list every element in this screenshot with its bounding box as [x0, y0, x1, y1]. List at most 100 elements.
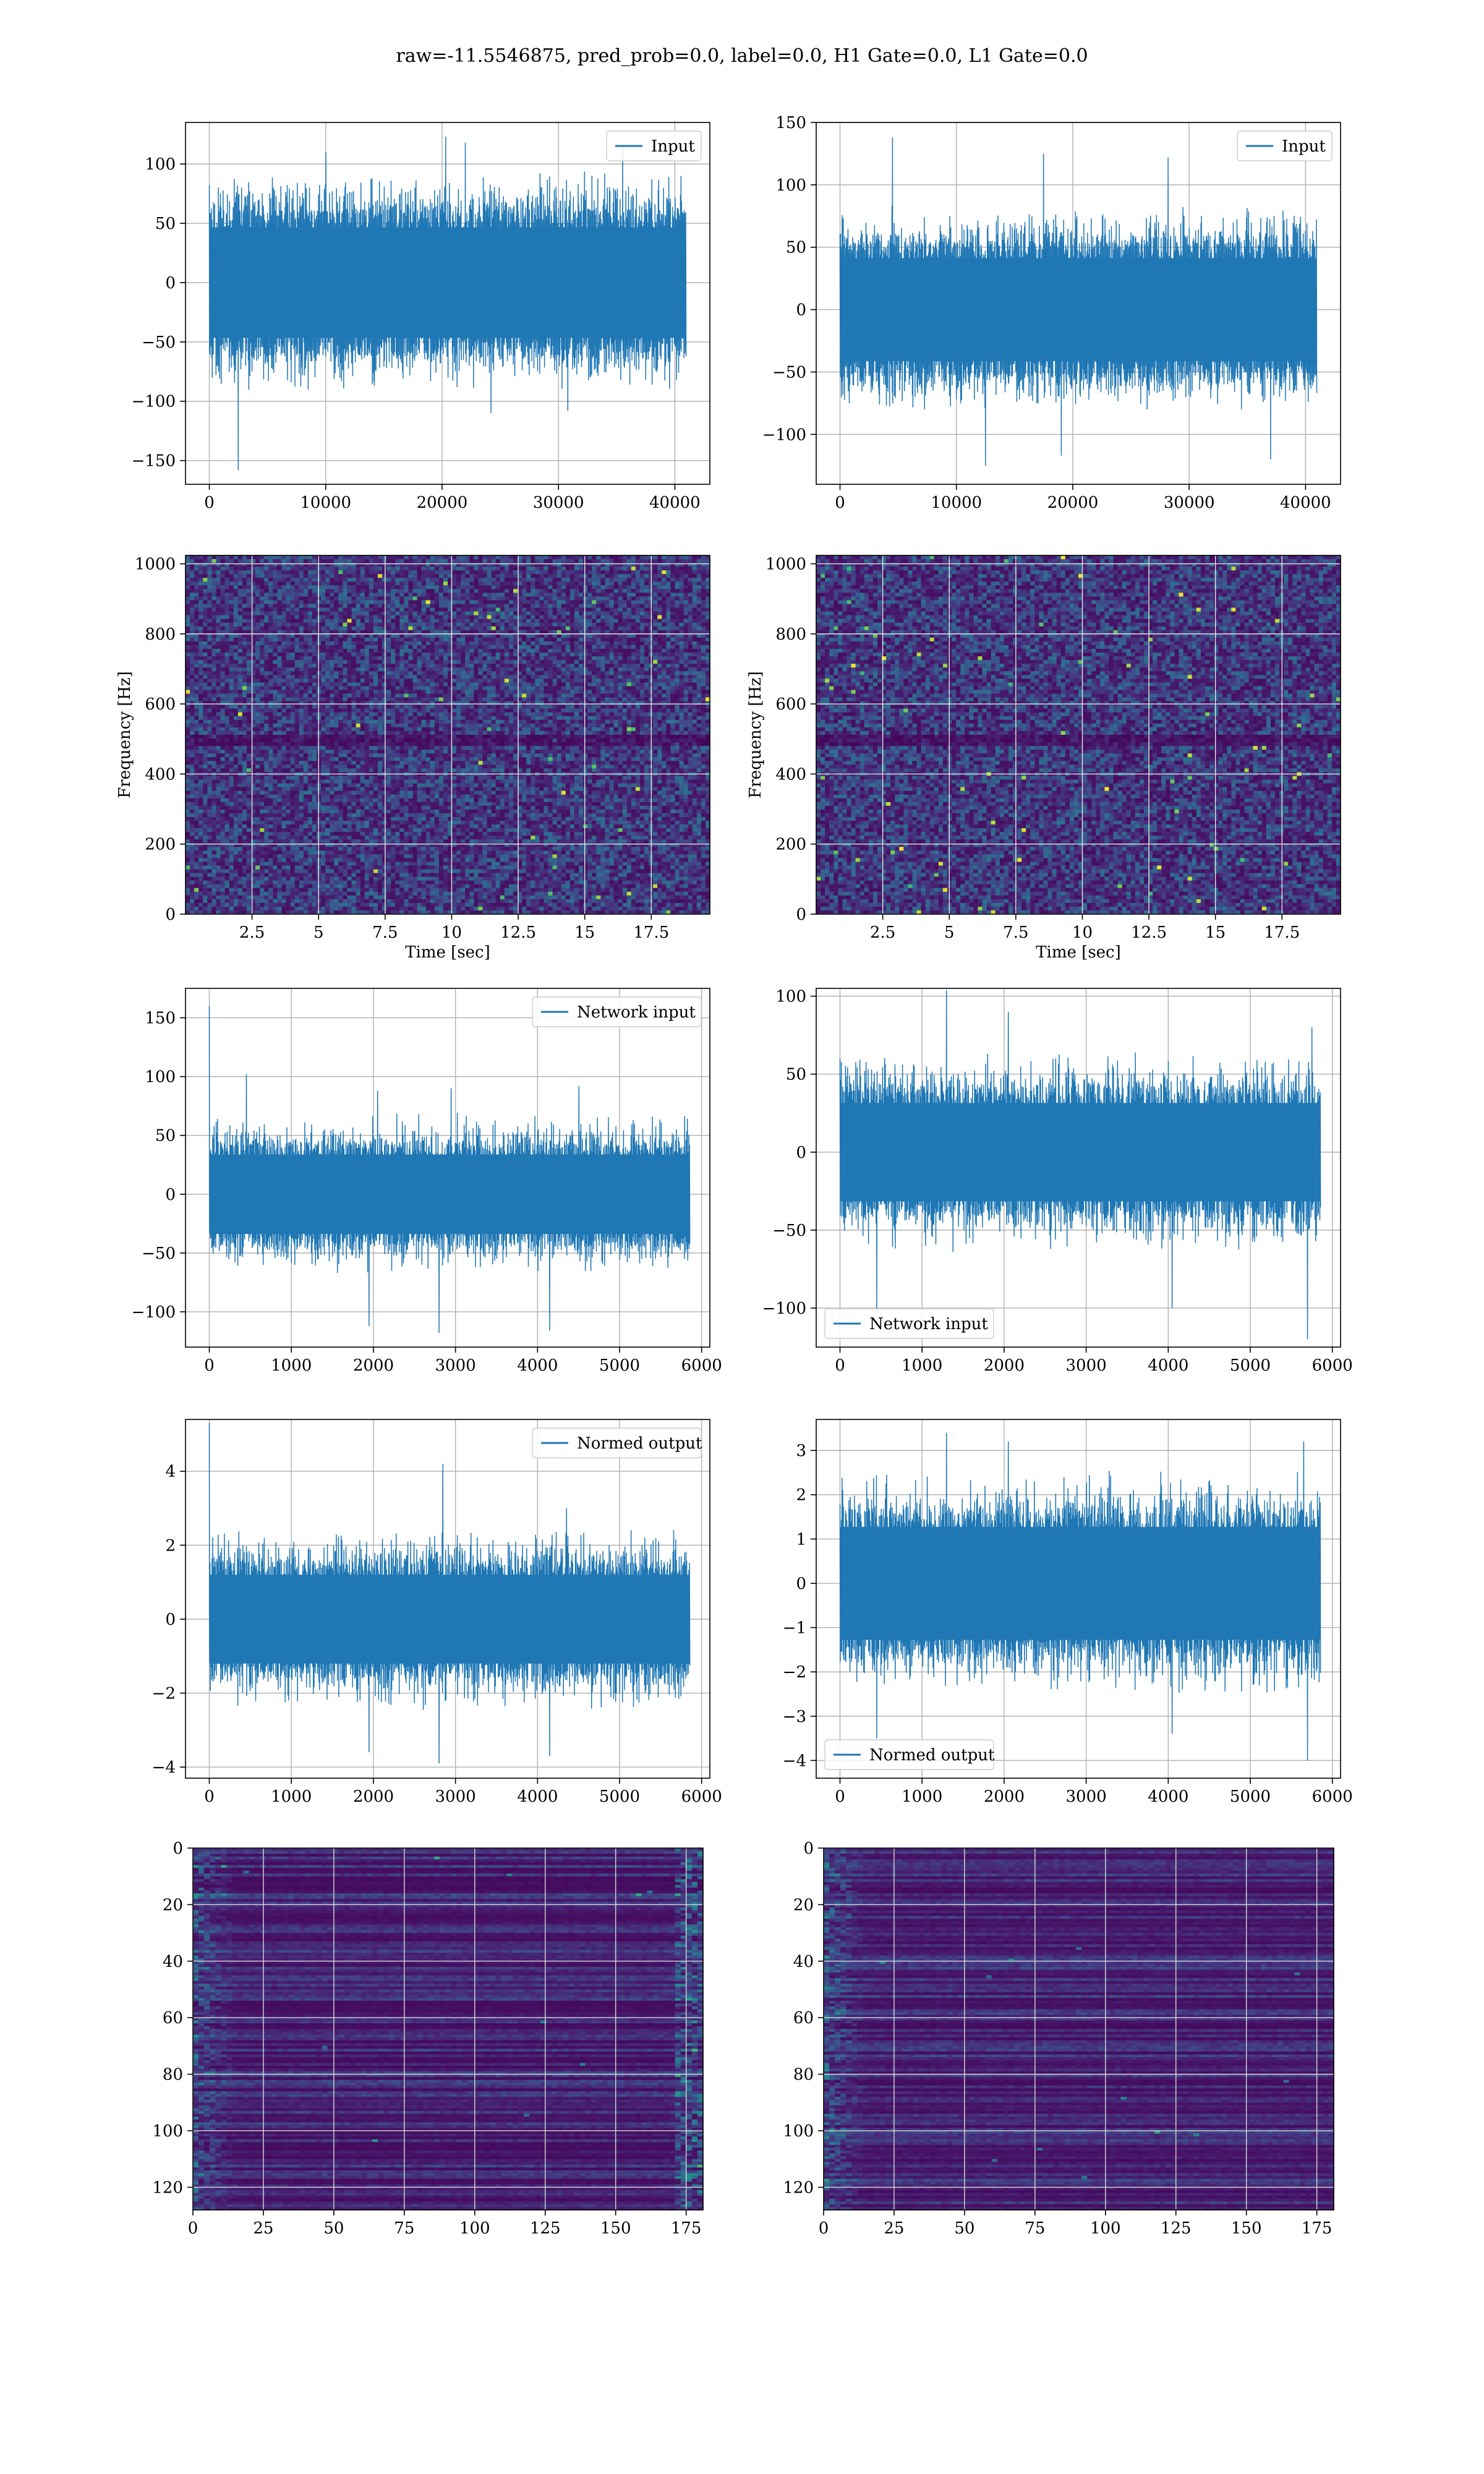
y-tick-label: −50 [772, 363, 806, 382]
x-tick-label: 1000 [902, 1787, 942, 1806]
x-tick-label: 5000 [1230, 1356, 1271, 1375]
y-tick-label: −50 [142, 1244, 176, 1263]
y-tick-label: −50 [772, 1222, 806, 1240]
y-tick-label: 50 [155, 215, 176, 233]
y-tick-label: 0 [165, 1186, 176, 1204]
series-dense-band [840, 1527, 1320, 1640]
y-tick-label: −100 [132, 1303, 176, 1322]
x-tick-label: 10000 [931, 494, 982, 512]
y-tick-label: 50 [786, 239, 806, 257]
x-tick-label: 1000 [271, 1356, 312, 1375]
legend: Input [1237, 131, 1332, 161]
x-tick-label: 4000 [1148, 1787, 1188, 1806]
x-tick-label: 10 [441, 923, 462, 942]
x-tick-label: 12.5 [1131, 923, 1167, 942]
y-axis-label: Frequency [Hz] [746, 671, 765, 798]
y-tick-label: −50 [142, 333, 176, 352]
y-tick-label: 3 [796, 1442, 806, 1460]
x-tick-label: 6000 [1312, 1356, 1353, 1375]
x-tick-label: 125 [1161, 2219, 1192, 2238]
x-tick-label: 0 [835, 1787, 845, 1806]
y-tick-label: −4 [783, 1752, 806, 1770]
y-tick-label: 200 [145, 836, 176, 854]
x-tick-label: 0 [204, 1787, 215, 1806]
x-tick-label: 2000 [353, 1787, 394, 1806]
x-tick-label: 6000 [681, 1787, 722, 1806]
feature-map-cells [193, 1848, 704, 2211]
x-tick-label: 100 [459, 2219, 490, 2238]
legend-label: Network input [577, 1003, 696, 1022]
y-tick-label: 80 [163, 2066, 183, 2084]
subplot-spectrogram-l1: 2.5 5 7.5 10 12.5 15 17.502004006008001000Time… [746, 555, 1341, 962]
y-tick-label: 800 [145, 625, 176, 644]
x-tick-label: 5000 [599, 1356, 640, 1375]
legend-label: Input [651, 137, 695, 156]
x-tick-label: 1000 [271, 1787, 312, 1806]
y-tick-label: 2 [796, 1486, 806, 1505]
y-tick-label: 20 [793, 1896, 814, 1914]
x-tick-label: 5 [313, 923, 324, 942]
y-tick-label: 400 [145, 765, 176, 784]
legend-label: Network input [869, 1315, 988, 1333]
x-tick-label: 10000 [300, 494, 351, 512]
y-tick-label: 200 [775, 836, 806, 854]
y-tick-label: 120 [783, 2178, 814, 2197]
x-tick-label: 3000 [435, 1356, 476, 1375]
y-tick-label: 100 [152, 2122, 183, 2141]
x-tick-label: 3000 [435, 1787, 476, 1806]
y-tick-label: 60 [793, 2009, 814, 2027]
x-tick-label: 25 [253, 2219, 273, 2238]
y-tick-label: 1 [796, 1530, 806, 1549]
x-tick-label: 1000 [902, 1356, 942, 1375]
x-tick-label: 75 [394, 2219, 414, 2238]
x-tick-label: 175 [671, 2219, 702, 2238]
y-tick-label: 0 [796, 905, 806, 924]
x-tick-label: 4000 [517, 1787, 558, 1806]
x-axis-label: Time [sec] [405, 943, 490, 962]
x-tick-label: 15 [574, 923, 595, 942]
x-tick-label: 150 [600, 2219, 631, 2238]
y-tick-label: 600 [775, 695, 806, 714]
x-tick-label: 5000 [1230, 1787, 1271, 1806]
y-tick-label: −2 [783, 1663, 806, 1682]
series-dense-band [840, 1103, 1320, 1201]
legend-label: Normed output [577, 1434, 702, 1453]
y-tick-label: 2 [165, 1536, 176, 1555]
x-tick-label: 2000 [984, 1787, 1025, 1806]
x-tick-label: 0 [204, 494, 215, 512]
y-tick-label: 80 [793, 2066, 814, 2084]
x-tick-label: 0 [835, 1356, 845, 1375]
x-tick-label: 17.5 [1264, 923, 1300, 942]
x-tick-label: 7.5 [372, 923, 398, 942]
x-tick-label: 2000 [984, 1356, 1025, 1375]
legend: Normed output [825, 1740, 995, 1770]
series-dense-band [209, 1155, 689, 1234]
x-tick-label: 5 [944, 923, 955, 942]
x-tick-label: 50 [323, 2219, 344, 2238]
legend: Normed output [532, 1428, 702, 1458]
y-tick-label: −1 [783, 1619, 806, 1638]
y-tick-label: 120 [152, 2178, 183, 2197]
y-tick-label: 0 [165, 905, 176, 924]
y-tick-label: −100 [762, 1299, 806, 1318]
y-tick-label: 150 [145, 1009, 176, 1028]
x-tick-label: 7.5 [1003, 923, 1028, 942]
feature-map-cells [824, 1848, 1334, 2211]
x-tick-label: 4000 [1148, 1356, 1188, 1375]
y-tick-label: 0 [165, 1611, 176, 1629]
series-dense-band [210, 228, 686, 338]
x-tick-label: 4000 [517, 1356, 558, 1375]
y-tick-label: 60 [163, 2009, 183, 2027]
y-tick-label: 800 [775, 625, 806, 644]
x-tick-label: 2.5 [239, 923, 265, 942]
x-tick-label: 12.5 [500, 923, 536, 942]
subplot-spectrogram-h1: 2.5 5 7.5 10 12.5 15 17.502004006008001000Time… [116, 555, 710, 962]
y-tick-label: 40 [793, 1953, 814, 1971]
y-tick-label: 0 [803, 1839, 814, 1858]
y-tick-label: 0 [796, 1144, 806, 1162]
x-tick-label: 30000 [533, 494, 584, 512]
x-tick-label: 3000 [1066, 1787, 1107, 1806]
legend-label: Normed output [869, 1746, 995, 1765]
